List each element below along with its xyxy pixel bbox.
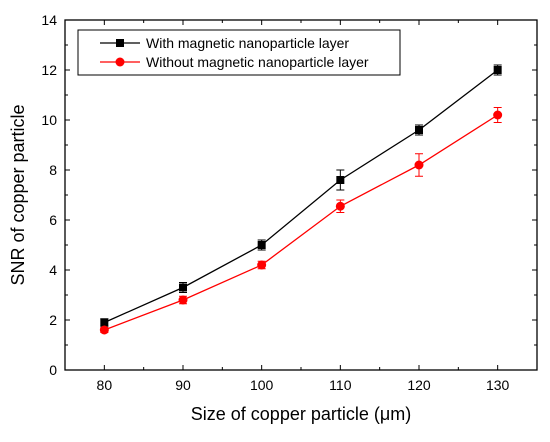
data-point (414, 160, 424, 170)
data-point (100, 318, 109, 327)
y-axis-title: SNR of copper particle (8, 104, 28, 285)
data-point (179, 283, 187, 292)
legend-box (77, 29, 401, 76)
y-tick-label: 10 (41, 112, 57, 128)
data-point (336, 176, 345, 184)
x-tick-label: 80 (97, 377, 113, 393)
series-line (104, 69, 499, 324)
data-point (99, 325, 109, 335)
legend-label-without-layer: Without magnetic nanoparticle layer (146, 54, 369, 70)
y-tick-label: 2 (49, 312, 57, 328)
data-point (257, 260, 267, 270)
data-point (335, 201, 345, 211)
y-tick-label: 4 (49, 262, 57, 278)
y-tick-label: 0 (49, 362, 57, 378)
axis-ticks: 80 90 100 110 120 130 0 2 4 6 8 10 12 14 (41, 12, 538, 393)
legend-marker-without-layer (115, 57, 125, 67)
data-point (257, 241, 266, 249)
series-layer (99, 64, 503, 335)
data-point (493, 110, 503, 120)
x-axis-title: Size of copper particle (μm) (191, 404, 411, 424)
y-tick-label: 14 (41, 12, 57, 28)
x-tick-label: 90 (175, 377, 191, 393)
x-tick-label: 130 (486, 377, 510, 393)
y-tick-label: 12 (41, 62, 57, 78)
x-tick-label: 100 (250, 377, 274, 393)
legend: With magnetic nanoparticle layer Without… (77, 29, 401, 76)
x-tick-label: 110 (329, 377, 352, 393)
series-2 (99, 107, 503, 335)
data-point (415, 126, 423, 134)
legend-marker-with-layer (116, 39, 124, 47)
legend-label-with-layer: With magnetic nanoparticle layer (146, 35, 349, 51)
series-1 (100, 64, 502, 327)
y-tick-label: 8 (49, 162, 57, 178)
data-point (178, 295, 188, 305)
series-line (104, 114, 499, 331)
data-point (493, 66, 502, 74)
y-tick-label: 6 (49, 212, 57, 228)
x-tick-label: 120 (407, 377, 431, 393)
